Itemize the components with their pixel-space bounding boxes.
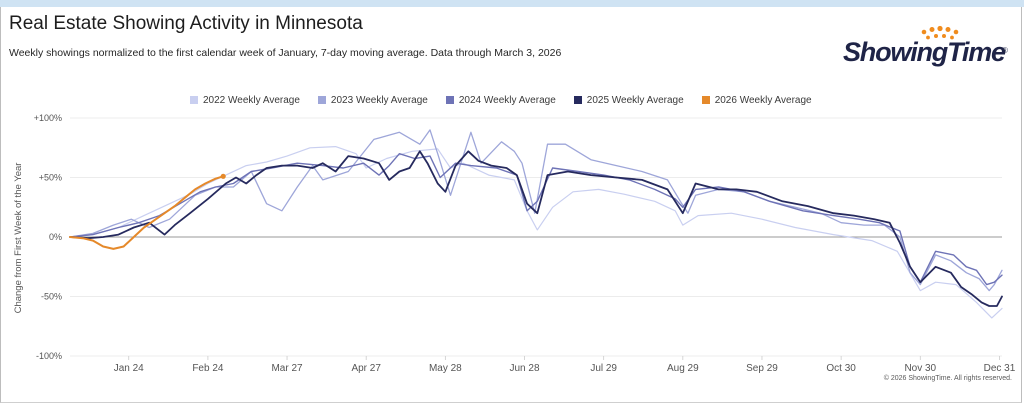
series-endpoint-marker[interactable] — [220, 173, 226, 179]
series-line-2022[interactable] — [69, 146, 1003, 319]
x-tick-label: Aug 29 — [667, 363, 699, 374]
legend-item-2025[interactable]: 2025 Weekly Average — [573, 94, 684, 106]
x-tick-label: Jul 29 — [590, 363, 617, 374]
sunburst-dots-icon — [921, 25, 959, 40]
grid-lines — [70, 117, 1002, 357]
logo-wordmark: ShowingTime — [843, 37, 1006, 67]
page-title: Real Estate Showing Activity in Minnesot… — [9, 13, 363, 34]
x-tick-label: Sep 29 — [746, 363, 778, 374]
y-axis-ticks: +100% +50% 0% -50% -100% — [34, 113, 62, 361]
y-tick-label: -50% — [41, 292, 62, 302]
y-tick-label: +100% — [34, 113, 62, 123]
legend-swatch-2024 — [445, 96, 454, 104]
x-tick-label: Jun 28 — [509, 363, 539, 374]
legend-item-2023[interactable]: 2023 Weekly Average — [317, 94, 428, 106]
page-subtitle: Weekly showings normalized to the first … — [9, 47, 562, 59]
legend-label-2026: 2026 Weekly Average — [714, 94, 812, 106]
y-tick-label: +50% — [39, 173, 62, 183]
window-top-strip — [0, 0, 1024, 7]
y-tick-label: 0% — [49, 232, 62, 242]
legend-label-2022: 2022 Weekly Average — [203, 94, 300, 106]
series-lines — [69, 129, 1003, 319]
showingtime-logo: ShowingTime ® — [843, 25, 1008, 67]
copyright-notice: © 2026 ShowingTime. All rights reserved. — [883, 375, 1012, 382]
series-line-2024[interactable] — [69, 153, 1003, 286]
y-axis-label: Change from First Week of the Year — [13, 163, 24, 314]
x-tick-label: Dec 31 — [984, 363, 1016, 374]
series-line-2026[interactable] — [69, 175, 225, 250]
chart-legend: 2022 Weekly Average 2023 Weekly Average … — [190, 93, 830, 107]
x-tick-label: Jan 24 — [114, 363, 144, 374]
legend-item-2026[interactable]: 2026 Weekly Average — [701, 94, 812, 106]
legend-label-2024: 2024 Weekly Average — [458, 94, 556, 106]
series-line-2023[interactable] — [69, 129, 1003, 292]
series-line-2025[interactable] — [69, 150, 1003, 307]
x-axis-ticks: Jan 24 Feb 24 Mar 27 Apr 27 May 28 Jun 28 Jul … — [114, 356, 1016, 374]
legend-item-2022[interactable]: 2022 Weekly Average — [190, 95, 300, 106]
x-tick-label: Apr 27 — [351, 363, 381, 374]
y-tick-label: -100% — [36, 351, 62, 361]
legend-label-2023: 2023 Weekly Average — [330, 94, 428, 106]
line-chart: +100% +50% 0% -50% -100% Jan 24 Feb 24 Mar 27 A… — [13, 113, 1016, 374]
legend-item-2024[interactable]: 2024 Weekly Average — [445, 94, 556, 106]
legend-swatch-2023 — [317, 96, 326, 104]
logo-registered-mark: ® — [1002, 46, 1008, 55]
legend-swatch-2025 — [573, 96, 582, 104]
legend-label-2025: 2025 Weekly Average — [586, 94, 684, 106]
legend-swatch-2026 — [701, 96, 710, 104]
legend-swatch-2022 — [190, 96, 198, 104]
x-tick-label: Oct 30 — [826, 363, 856, 374]
x-tick-label: Mar 27 — [271, 363, 303, 374]
x-tick-label: Nov 30 — [904, 363, 936, 374]
chart-frame — [0, 7, 1022, 403]
x-tick-label: May 28 — [429, 363, 462, 374]
x-tick-label: Feb 24 — [192, 363, 224, 374]
